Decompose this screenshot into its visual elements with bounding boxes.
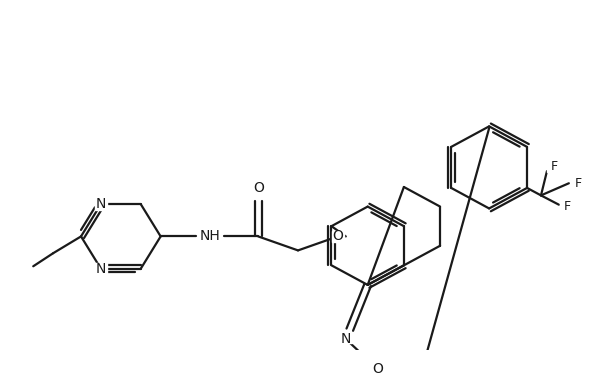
- Bar: [371, 363, 383, 374]
- Bar: [572, 179, 582, 188]
- Bar: [340, 332, 352, 343]
- Text: F: F: [563, 200, 571, 213]
- Text: O: O: [332, 229, 343, 243]
- Text: NH: NH: [200, 229, 221, 243]
- Bar: [95, 199, 107, 210]
- Bar: [547, 163, 557, 172]
- Bar: [199, 230, 221, 243]
- Text: F: F: [550, 160, 557, 173]
- Text: N: N: [96, 197, 106, 211]
- Text: O: O: [372, 362, 383, 374]
- Bar: [95, 263, 107, 275]
- Text: N: N: [341, 332, 351, 346]
- Bar: [560, 200, 570, 209]
- Bar: [332, 231, 344, 242]
- Text: N: N: [96, 262, 106, 276]
- Text: O: O: [253, 181, 263, 195]
- Bar: [252, 186, 264, 197]
- Text: F: F: [574, 177, 581, 190]
